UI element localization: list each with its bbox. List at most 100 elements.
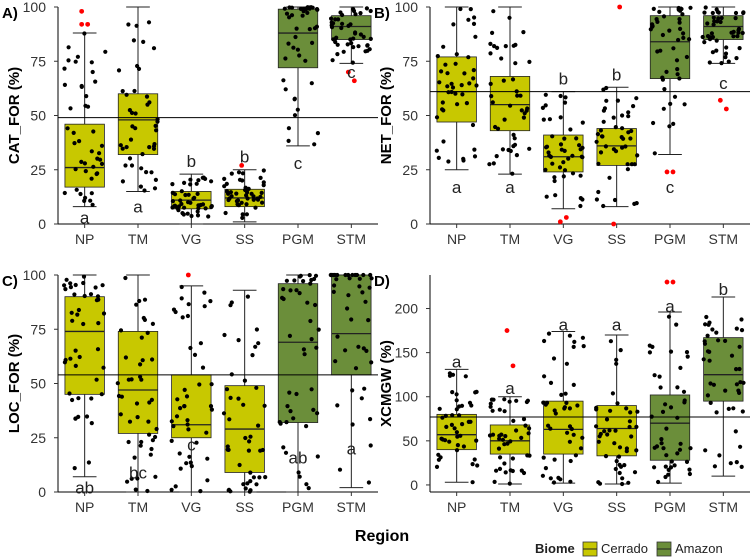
data-point	[314, 7, 320, 12]
data-point	[543, 92, 548, 97]
y-axis-label: XCMGW (%)	[378, 340, 395, 427]
y-tick-label: 0	[410, 477, 418, 493]
data-point	[571, 432, 576, 437]
data-point	[297, 274, 303, 279]
box-stm: b	[701, 280, 746, 477]
data-point	[73, 282, 78, 288]
data-point	[599, 134, 605, 139]
data-point	[677, 20, 682, 25]
data-point	[676, 7, 681, 12]
data-point	[309, 81, 314, 86]
data-point	[472, 147, 477, 152]
data-point	[343, 348, 348, 353]
data-point	[147, 100, 152, 105]
data-point	[346, 23, 351, 28]
data-point	[254, 385, 259, 390]
data-point	[492, 479, 497, 484]
data-point	[705, 349, 711, 354]
significance-letter: c	[294, 154, 303, 173]
data-point	[491, 9, 496, 14]
data-point	[120, 146, 125, 151]
data-point	[81, 274, 87, 279]
data-point	[68, 106, 73, 111]
data-point	[335, 52, 340, 57]
data-point	[263, 475, 268, 480]
data-point	[497, 466, 503, 471]
data-point	[261, 168, 266, 173]
data-point	[144, 94, 150, 99]
data-point	[594, 424, 599, 429]
data-point	[153, 123, 158, 128]
data-point	[604, 417, 610, 422]
outlier-point	[664, 169, 670, 175]
data-point	[508, 439, 513, 444]
data-point	[578, 173, 583, 178]
data-point	[140, 152, 145, 157]
data-point	[543, 103, 548, 108]
data-point	[680, 12, 685, 17]
data-point	[222, 176, 227, 181]
data-point	[68, 281, 73, 286]
data-point	[664, 426, 669, 431]
data-point	[234, 199, 239, 204]
data-point	[518, 93, 523, 98]
data-point	[444, 424, 449, 429]
data-point	[99, 143, 105, 148]
data-point	[368, 8, 373, 14]
data-point	[629, 434, 634, 439]
data-point	[675, 72, 680, 77]
data-point	[188, 345, 193, 351]
data-point	[548, 380, 554, 385]
outlier-point	[79, 8, 85, 14]
x-tick-label: SS	[235, 499, 254, 515]
data-point	[632, 162, 637, 167]
data-point	[169, 487, 174, 492]
data-point	[500, 147, 505, 152]
data-point	[654, 444, 660, 449]
data-point	[702, 10, 707, 15]
data-point	[260, 447, 265, 453]
data-point	[95, 156, 100, 161]
data-point	[151, 46, 157, 51]
data-point	[661, 14, 667, 19]
legend-label-cerrado: Cerrado	[601, 541, 648, 556]
data-point	[90, 202, 95, 207]
y-tick-label: 50	[402, 433, 418, 449]
data-point	[246, 186, 251, 191]
data-point	[578, 196, 583, 201]
data-point	[527, 59, 532, 64]
outlier-point	[717, 97, 723, 103]
data-point	[571, 382, 576, 387]
data-point	[602, 429, 607, 434]
data-point	[331, 272, 336, 278]
data-point	[568, 458, 573, 464]
data-point	[124, 92, 129, 97]
data-point	[182, 404, 187, 409]
data-point	[513, 42, 518, 48]
data-point	[368, 36, 373, 42]
data-point	[565, 430, 570, 435]
data-point	[611, 115, 616, 120]
data-point	[75, 312, 80, 317]
x-tick-label: TM	[128, 499, 148, 515]
data-point	[283, 87, 288, 92]
data-point	[188, 182, 193, 187]
data-point	[228, 395, 233, 400]
data-point	[179, 284, 184, 290]
data-point	[688, 5, 693, 10]
data-point	[366, 318, 371, 323]
data-point	[335, 403, 340, 408]
x-tick-label: VG	[181, 499, 201, 515]
outlier-point	[670, 279, 676, 285]
data-point	[716, 16, 721, 21]
data-point	[508, 103, 513, 108]
data-point	[72, 292, 77, 297]
data-point	[712, 464, 718, 469]
data-point	[253, 205, 258, 210]
outlier-point	[617, 4, 623, 10]
data-point	[512, 136, 517, 141]
data-point	[178, 198, 183, 203]
data-point	[626, 110, 631, 115]
data-point	[73, 59, 78, 64]
